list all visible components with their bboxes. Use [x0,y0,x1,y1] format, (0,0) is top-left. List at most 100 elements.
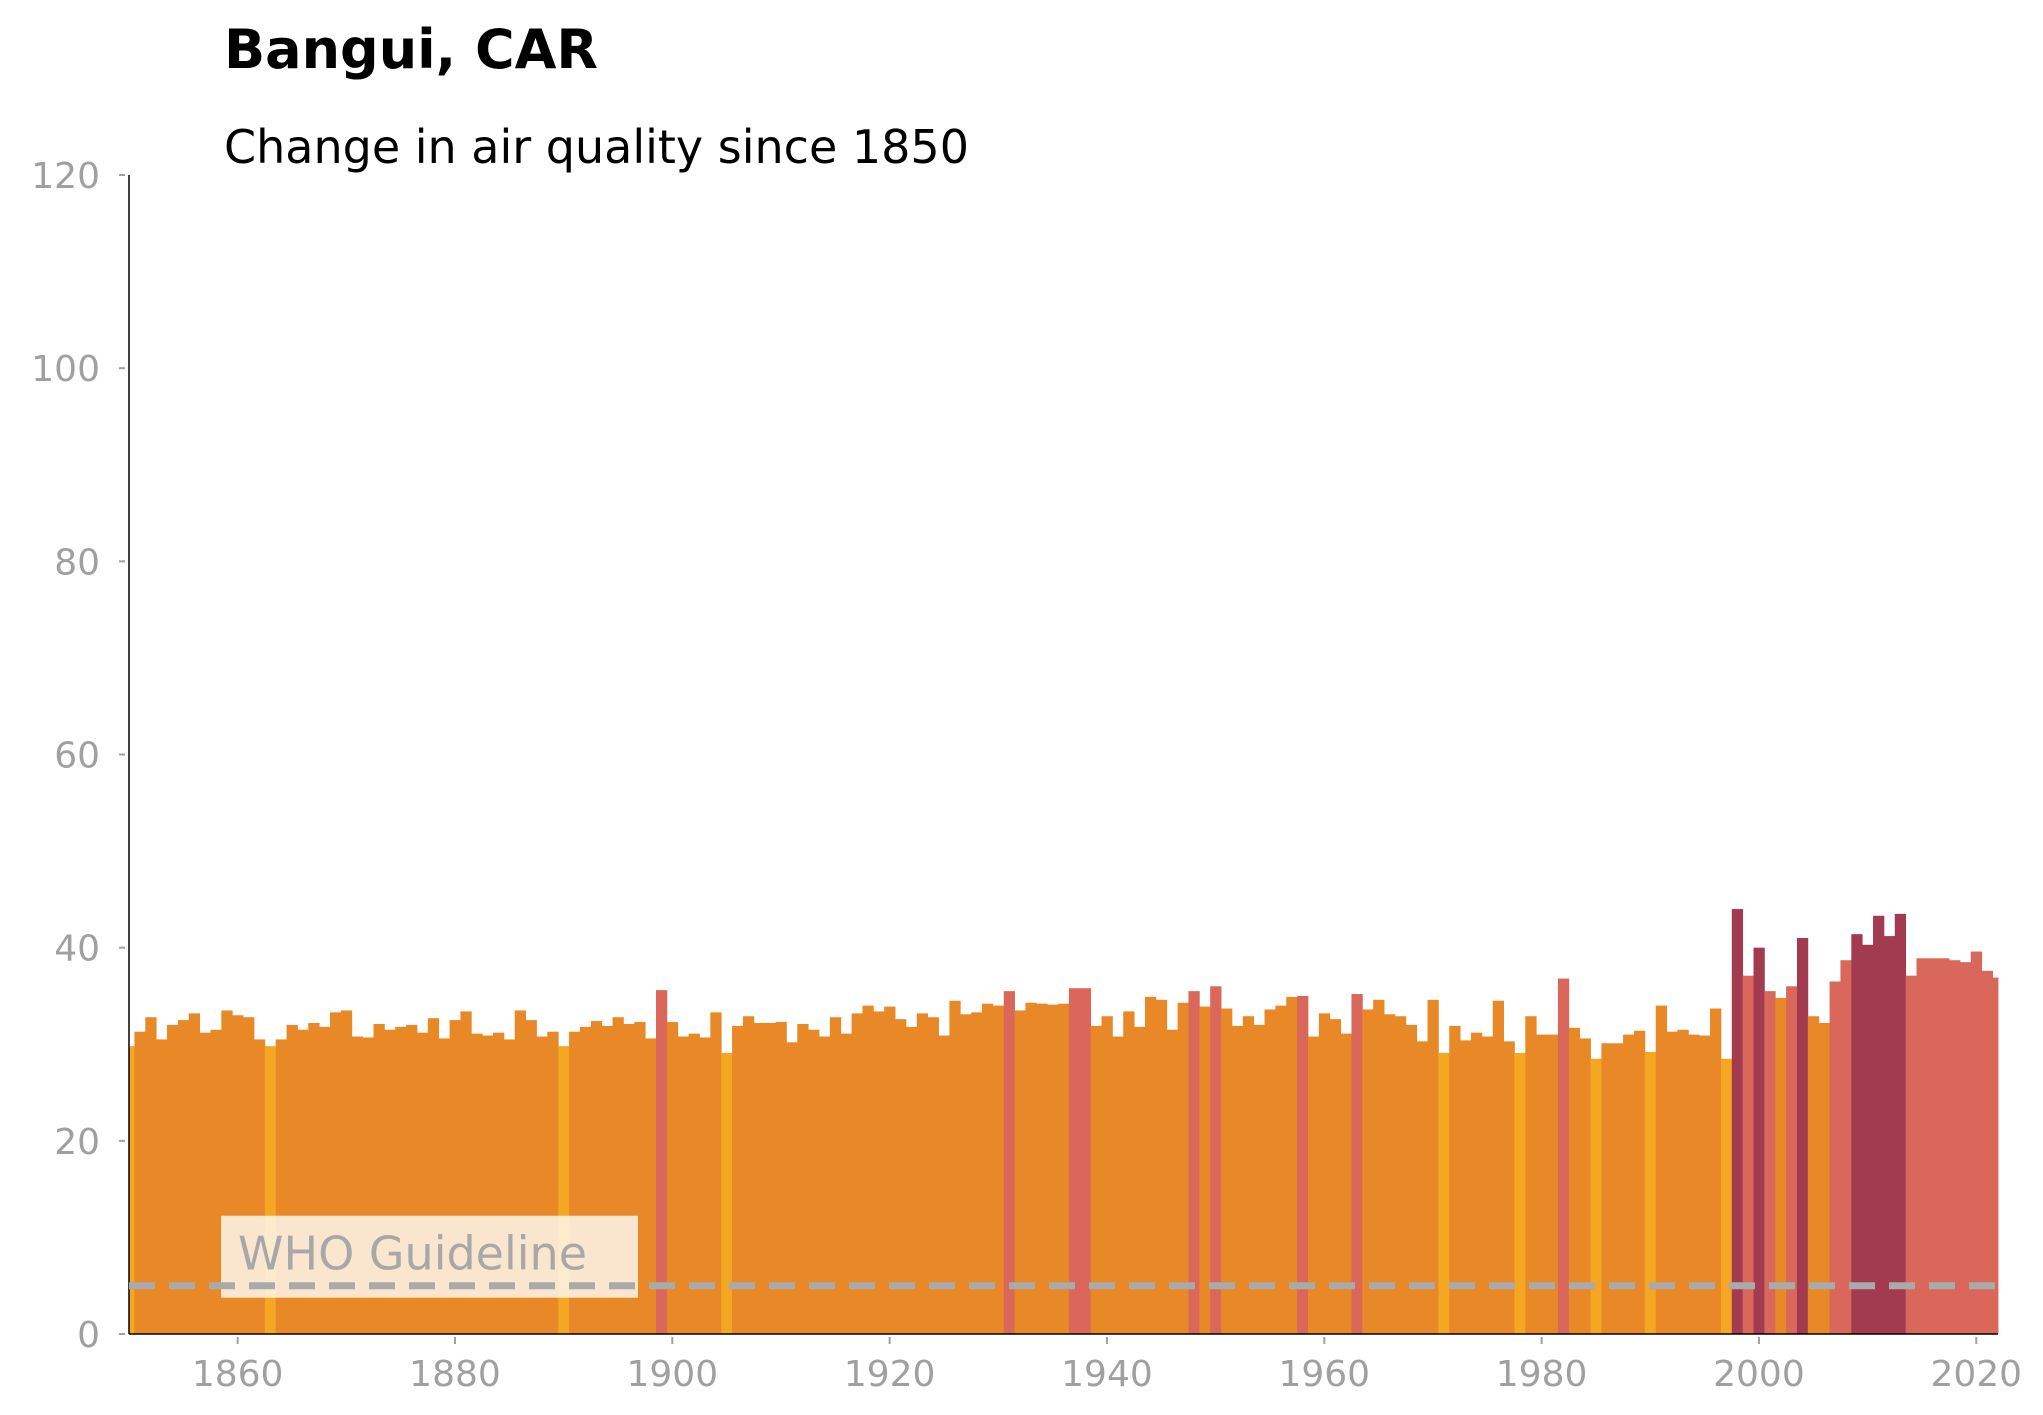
bar [656,990,668,1334]
x-tick-label: 1960 [1278,1354,1370,1395]
bar [438,1038,450,1334]
bar [1742,975,1754,1334]
bar [1753,947,1765,1334]
bar [1764,991,1776,1334]
bar [775,1022,787,1334]
bar [873,1011,885,1334]
bar [286,1024,298,1334]
bar [1731,909,1744,1334]
bar [210,1029,222,1334]
bar [960,1014,972,1334]
y-tick-label: 60 [54,736,100,777]
bar [916,1013,929,1334]
bar [1405,1024,1418,1334]
bar [503,1039,516,1334]
bar [1351,994,1363,1334]
bar [1329,1019,1341,1334]
bar [982,1003,994,1334]
bar [1101,1016,1113,1334]
bar [156,1039,168,1334]
bar [590,1021,603,1334]
bar [645,1038,657,1334]
bar [1655,1005,1667,1334]
bar [601,1025,613,1334]
bar [1210,986,1222,1334]
bar [949,1000,961,1334]
bar [634,1022,646,1334]
bar [1688,1034,1700,1334]
bar [1079,988,1092,1334]
bars-group [129,909,1999,1334]
bar [1590,1058,1602,1334]
bar [1470,1032,1483,1334]
bar [786,1042,798,1334]
bar [851,1013,863,1334]
bar [721,1052,733,1334]
chart-title: Bangui, CAR [224,18,598,81]
bar [471,1033,483,1334]
bar [905,1026,918,1334]
bar [884,1006,896,1334]
bar [129,1046,135,1334]
bar [1318,1013,1331,1334]
bar [558,1046,570,1334]
bar [992,1005,1005,1334]
y-axis: 0 20 40 60 80 100 120 [31,156,130,1356]
bar [569,1031,581,1334]
bar [188,1013,201,1334]
x-tick-label: 1860 [192,1354,284,1395]
bar [1829,981,1841,1334]
bar [1058,1003,1070,1334]
bar [1090,1025,1102,1334]
bar [1047,1004,1059,1334]
bar [1916,958,1928,1334]
bar [1807,1016,1820,1334]
bar [927,1017,939,1334]
bar [1514,1052,1526,1334]
bar [1894,913,1907,1334]
bar [362,1037,374,1334]
bar [1025,1002,1037,1334]
bar [938,1035,950,1334]
bar [710,1012,722,1334]
bar [1123,1011,1135,1334]
bar [1199,1006,1211,1334]
bar [732,1025,744,1334]
bar [1666,1031,1678,1334]
chart-subtitle: Change in air quality since 1850 [224,120,969,174]
bar [1112,1036,1124,1334]
bar [1394,1016,1407,1334]
bar [416,1032,429,1334]
bar [1275,1005,1287,1334]
bar [330,1012,342,1334]
bar [340,1010,353,1334]
bar [579,1026,592,1334]
bar [1547,1034,1559,1334]
bar [971,1012,983,1334]
bar [1481,1036,1494,1334]
bar [1503,1041,1515,1334]
bar [1166,1029,1178,1334]
bar [1775,997,1787,1334]
bar [1134,1026,1146,1334]
bar [1862,944,1874,1334]
who-guideline-group: WHO Guideline [129,1215,1998,1298]
x-tick-label: 2020 [1930,1354,2022,1395]
bar [1362,1009,1374,1334]
bar [319,1026,331,1334]
bar [1927,958,1939,1334]
bar [1818,1023,1830,1334]
bar [1286,996,1298,1334]
bar [1601,1043,1613,1334]
bar [753,1023,766,1334]
bar [895,1019,907,1334]
bar [460,1011,472,1334]
bar [623,1023,635,1334]
bar [829,1017,842,1334]
bar [221,1010,233,1334]
bar [1851,934,1863,1334]
y-tick-label: 0 [77,1315,100,1356]
bar [145,1017,157,1334]
bar [1384,1014,1396,1334]
x-tick-label: 1880 [409,1354,501,1395]
